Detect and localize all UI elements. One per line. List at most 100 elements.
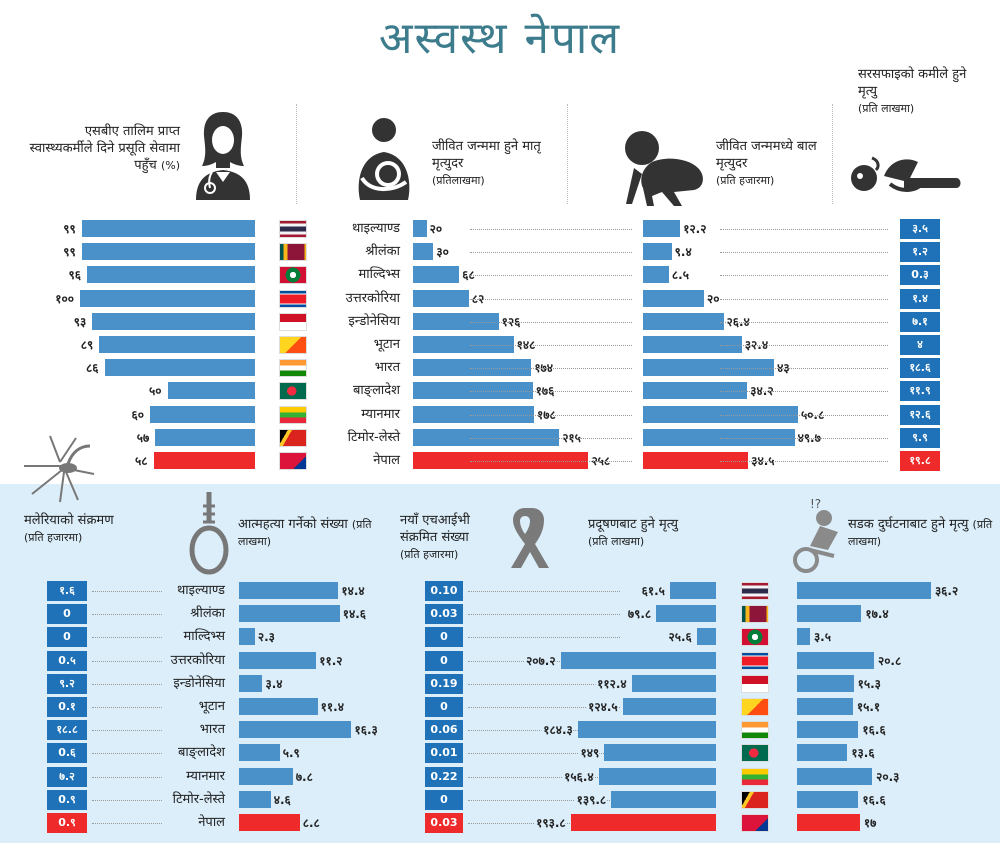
- child-value: २०: [707, 291, 720, 306]
- country-name-bottom: श्रीलंका: [190, 606, 225, 622]
- hiv-box: 0.06: [425, 720, 463, 741]
- sba-bar: [104, 359, 255, 377]
- pollution-bar: [696, 628, 716, 646]
- pollution-value: २५.६: [666, 628, 692, 647]
- pollution-dots: [468, 614, 620, 616]
- hiv-box: 0.03: [425, 604, 463, 625]
- suicide-unit: (प्रति लाखमा): [238, 518, 372, 548]
- sanitation-box: १.४: [900, 288, 940, 309]
- country-name: म्यानमार: [361, 406, 400, 422]
- mmr-bar: [413, 220, 427, 237]
- malaria-dots: [92, 660, 162, 662]
- malaria-dots: [92, 730, 162, 732]
- pollution-value: १२४.५: [586, 698, 618, 716]
- road-bar: [797, 790, 859, 808]
- mmr-dots: [470, 345, 632, 346]
- indonesia-flag-icon-bottom: [741, 674, 769, 693]
- hiv-box: 0.22: [425, 766, 463, 787]
- pollution-bar: [611, 790, 716, 808]
- india-flag-icon-bottom: [741, 721, 769, 740]
- hiv-box: 0: [425, 650, 463, 671]
- child-bar: [643, 428, 795, 446]
- road-value: १५.३: [857, 676, 881, 691]
- sba-value: ६०: [131, 407, 144, 422]
- mmr-bar: [413, 312, 499, 330]
- sanitation-box: ४: [900, 335, 940, 355]
- child-bar: [643, 220, 681, 237]
- malaria-box: 0.५: [47, 650, 87, 671]
- suicide-bar: [239, 744, 280, 762]
- maldives-flag-icon-bottom: [741, 628, 769, 647]
- malaria-dots: [92, 799, 162, 801]
- child-dots: [720, 298, 888, 300]
- pollution-value: १९३.८: [534, 814, 566, 832]
- country-name-bottom: भारत: [199, 722, 225, 738]
- country-name-bottom: उत्तरकोरिया: [170, 652, 225, 668]
- sanitation-header: सरसफाइको कमीले हुने मृत्यु (प्रति लाखमा): [858, 66, 978, 117]
- hiv-box: 0.03: [425, 813, 463, 833]
- child-dots: [720, 252, 888, 254]
- hiv-box: 0.10: [425, 581, 463, 601]
- child-dots: [720, 368, 888, 370]
- road-value: १५.१: [856, 700, 881, 714]
- child-dots: [720, 321, 888, 323]
- thailand-flag-icon-bottom: [741, 582, 769, 600]
- mmr-bar: [413, 405, 535, 423]
- sba-value: ९३: [73, 314, 87, 329]
- road-value: ३६.२: [934, 584, 959, 598]
- suicide-value: ७.८: [295, 769, 313, 784]
- sba-value: ८९: [80, 338, 94, 352]
- road-bar: [797, 698, 853, 715]
- suicide-bar: [239, 721, 352, 739]
- road-value: १७.४: [865, 607, 889, 622]
- sba-value: १००: [55, 291, 74, 306]
- road-value: १६.६: [862, 723, 886, 738]
- child-bar: [643, 312, 724, 330]
- malaria-unit: (प्रति हजारमा): [24, 531, 83, 544]
- suicide-title: आत्महत्या गर्नेको संख्या: [238, 517, 348, 532]
- child-dots: [720, 414, 888, 416]
- pollution-bar: [669, 582, 716, 599]
- country-name: इन्डोनेसिया: [348, 313, 400, 329]
- mmr-bar: [413, 382, 533, 400]
- sba-bar: [167, 382, 255, 400]
- country-name-bottom: बाङ्लादेश: [178, 745, 225, 761]
- malaria-box: 0: [47, 627, 87, 648]
- pollution-bar: [560, 651, 716, 669]
- sba-bar: [153, 452, 255, 469]
- malaria-dots: [92, 707, 162, 708]
- pollution-dots: [468, 799, 620, 801]
- pollution-bar: [570, 814, 716, 831]
- sba-bar: [155, 428, 255, 446]
- mmr-value: २०: [429, 222, 443, 236]
- child-value: १२.२: [683, 222, 707, 236]
- sba-value: ९६: [68, 268, 81, 283]
- sanitation-unit: (प्रति लाखमा): [858, 102, 915, 115]
- country-name-bottom: थाइल्याण्ड: [176, 583, 225, 598]
- road-bar: [797, 721, 859, 739]
- road-value: २०.८: [877, 653, 902, 668]
- road-value: १७: [863, 816, 877, 830]
- road-bar: [797, 744, 848, 762]
- malaria-box: 0.९: [47, 789, 87, 810]
- road-bar: [797, 767, 873, 785]
- child-header: जीवित जन्ममध्ये बाल मृत्युदर (प्रति हजार…: [716, 138, 831, 189]
- hiv-header: नयाँ एचआईभी संक्रमित संख्या (प्रति हजारम…: [400, 512, 510, 563]
- srilanka-flag-icon-bottom: [741, 605, 769, 624]
- sba-value: ५८: [135, 454, 148, 468]
- road-header: सडक दुर्घटनाबाट हुने मृत्यु (प्रति लाखमा…: [848, 516, 993, 550]
- timorleste-flag-icon: [279, 428, 307, 447]
- child-value: ९.४: [674, 245, 692, 260]
- mmr-header: जीवित जन्ममा हुने मातृ मृत्युदर (प्रतिला…: [432, 138, 552, 189]
- road-value: ३.५: [813, 630, 831, 645]
- sba-value: ५०: [149, 384, 162, 399]
- suicide-value: १६.३: [354, 723, 378, 738]
- northkorea-flag-icon: [279, 289, 307, 308]
- divider: [296, 104, 297, 204]
- pollution-value: ११२.४: [595, 674, 627, 693]
- road-value: १३.६: [851, 746, 875, 761]
- sanitation-box: ७.१: [900, 311, 940, 332]
- country-name-bottom: इन्डोनेसिया: [173, 675, 225, 691]
- country-name-bottom: म्यानमार: [186, 768, 225, 784]
